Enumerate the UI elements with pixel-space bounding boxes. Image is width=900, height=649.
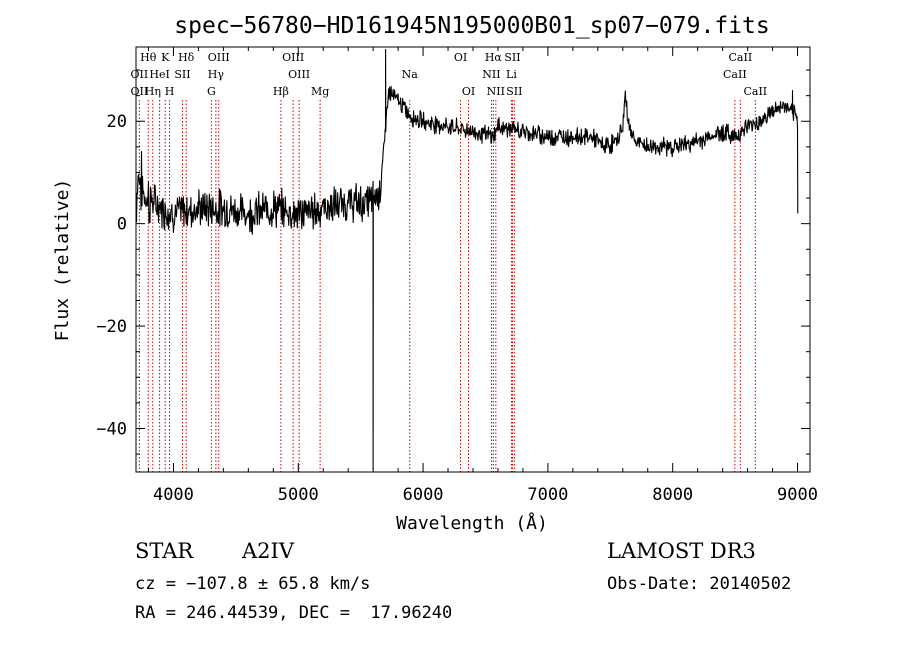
y-axis-label: Flux (relative) bbox=[52, 179, 73, 342]
ra-dec-coordinates: RA = 246.44539, DEC = 17.96240 bbox=[135, 603, 453, 623]
line-marker-label: OIII bbox=[288, 68, 310, 81]
line-marker-label: Hγ bbox=[208, 68, 225, 81]
line-marker-label: NII bbox=[487, 85, 505, 98]
plot-frame bbox=[135, 46, 811, 473]
x-tick-label: 8000 bbox=[652, 485, 693, 505]
chart-title: spec−56780−HD161945N195000B01_sp07−079.f… bbox=[174, 13, 769, 39]
line-marker-label: CaII bbox=[723, 68, 747, 81]
line-marker-label: Mg bbox=[311, 85, 329, 98]
survey-name: LAMOST DR3 bbox=[607, 539, 756, 563]
line-marker-label: SII bbox=[504, 51, 520, 64]
line-marker-label: Hδ bbox=[178, 51, 195, 64]
line-marker-label: Na bbox=[402, 68, 419, 81]
redshift-velocity: cz = −107.8 ± 65.8 km/s bbox=[135, 574, 371, 594]
line-marker-label: CaII bbox=[743, 85, 767, 98]
y-tick-label: −20 bbox=[96, 317, 127, 337]
x-tick-label: 4000 bbox=[153, 485, 194, 505]
line-marker-label: NII bbox=[482, 68, 500, 81]
x-tick-label: 7000 bbox=[527, 485, 568, 505]
line-marker-label: Hη bbox=[145, 85, 161, 98]
object-class: STAR bbox=[135, 539, 194, 563]
y-tick-label: −40 bbox=[96, 419, 127, 439]
x-tick-label: 9000 bbox=[777, 485, 818, 505]
line-marker-label: OII bbox=[131, 68, 149, 81]
y-tick-label: 0 bbox=[117, 215, 127, 235]
object-subclass: A2IV bbox=[242, 539, 294, 563]
line-marker-label: OIII bbox=[282, 51, 304, 64]
x-tick-label: 6000 bbox=[403, 485, 444, 505]
line-marker-label: H bbox=[165, 85, 175, 98]
line-marker-label: G bbox=[207, 85, 216, 98]
y-axis: 20 0 −20 −40 bbox=[96, 69, 810, 455]
line-marker-label: Li bbox=[506, 68, 517, 81]
line-marker-label: SII bbox=[506, 85, 522, 98]
x-axis-label: Wavelength (Å) bbox=[396, 512, 548, 534]
line-marker-label: Hθ bbox=[140, 51, 157, 64]
y-tick-label: 20 bbox=[107, 112, 127, 132]
x-tick-label: 5000 bbox=[278, 485, 319, 505]
x-axis: 4000 5000 6000 7000 8000 9000 bbox=[147, 47, 818, 505]
line-marker-label: SII bbox=[174, 68, 190, 81]
line-marker-label: OI bbox=[454, 51, 467, 64]
line-marker-label: OI bbox=[462, 85, 475, 98]
line-marker-label: OIII bbox=[208, 51, 230, 64]
line-marker-label: OII bbox=[131, 85, 149, 98]
line-marker-label: CaII bbox=[729, 51, 753, 64]
line-marker-label: HeI bbox=[149, 68, 169, 81]
line-marker-label: Hβ bbox=[273, 85, 289, 98]
line-marker-label: K bbox=[161, 51, 170, 64]
line-marker-label: Hα bbox=[485, 51, 503, 64]
spectral-line-markers bbox=[138, 100, 756, 472]
observation-date: Obs-Date: 20140502 bbox=[607, 574, 792, 594]
spectrum-line bbox=[135, 49, 799, 470]
